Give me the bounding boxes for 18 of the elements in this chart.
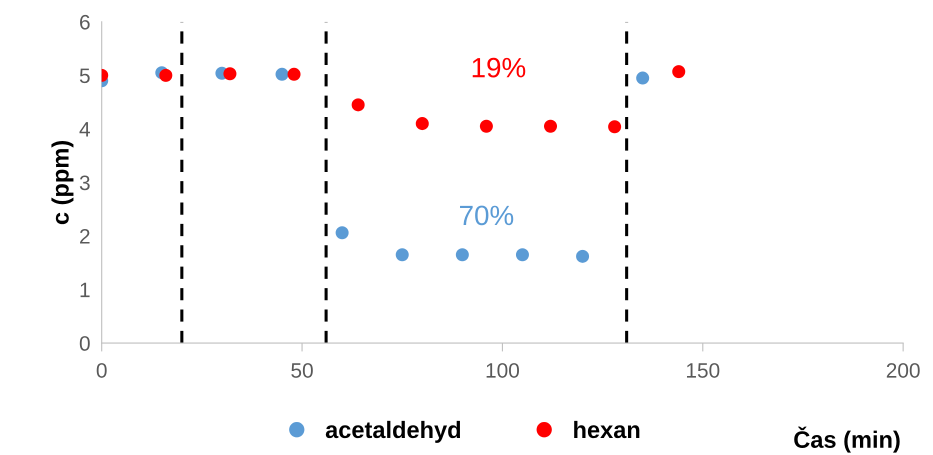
- x-tick-label: 0: [96, 363, 107, 378]
- x-tick-label: 100: [486, 363, 519, 378]
- y-axis-title: c (ppm): [51, 141, 74, 224]
- y-tick-label: 0: [80, 336, 90, 351]
- y-tick-label: 3: [80, 175, 90, 190]
- x-tick-label: 50: [291, 363, 313, 378]
- legend-label: acetaldehyd: [326, 420, 460, 443]
- y-tick-label: 5: [80, 68, 90, 84]
- annotation: 70%: [460, 206, 514, 226]
- y-tick-label: 2: [80, 228, 90, 244]
- annotation: 19%: [472, 58, 526, 78]
- x-axis-title: Čas (min): [794, 426, 900, 453]
- y-tick-label: 1: [80, 282, 90, 298]
- legend-label: hexan: [574, 420, 640, 438]
- y-tick-label: 4: [79, 122, 90, 136]
- y-tick-label: 6: [80, 14, 90, 30]
- x-tick-label: 150: [686, 363, 720, 378]
- x-tick-label: 200: [886, 363, 920, 378]
